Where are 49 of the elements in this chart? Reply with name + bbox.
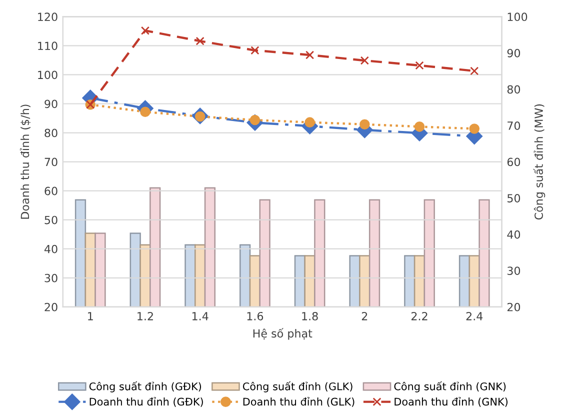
legend-label: Công suất đỉnh (GĐK) [89, 381, 202, 392]
point [414, 122, 425, 132]
y-tick-label: 110 [38, 42, 58, 50]
y2-tick-label: 30 [508, 266, 520, 276]
point [196, 36, 204, 46]
y-tick-label: 30 [44, 274, 58, 282]
y2-tick-label: 80 [507, 85, 520, 94]
y-tick-label: 50 [44, 216, 58, 224]
legend-label: Công suất đỉnh (GNK) [394, 381, 506, 392]
point [360, 56, 369, 65]
legend-label: Doanh thu đỉnh (GĐK) [90, 397, 203, 407]
y-tick-label: 70 [44, 158, 58, 166]
point [140, 106, 150, 118]
x-tick-label: 2.4 [466, 312, 483, 320]
legend-label: Doanh thu đỉnh (GLK) [243, 397, 354, 407]
x-tick-label: 2 [362, 312, 368, 320]
point [360, 119, 370, 130]
y2-tick-label: 20 [507, 302, 520, 312]
y2-tick-label: 40 [507, 230, 520, 239]
point [250, 46, 260, 55]
y2-tick-label: 50 [508, 194, 520, 202]
y2-tick-label: 90 [507, 48, 520, 58]
point [415, 61, 424, 70]
y-tick-label: 90 [44, 100, 58, 108]
point [469, 124, 480, 134]
x-tick-label: 1.6 [247, 312, 264, 320]
y2-tick-label: 60 [507, 158, 520, 166]
x-tick-label: 1.2 [138, 312, 153, 320]
y-axis-title: Doanh thu đỉnh ($/h) [20, 104, 31, 219]
x-tick-label: 1.4 [192, 312, 208, 320]
y-tick-label: 80 [44, 128, 58, 138]
legend-label: Doanh thu đỉnh (GNK) [394, 397, 508, 407]
x-tick-label: 1 [88, 312, 93, 320]
point [470, 66, 479, 76]
legend-label: Công suất đỉnh (GLK) [242, 381, 352, 392]
point [305, 50, 314, 60]
x-tick-label: 2.2 [411, 312, 428, 320]
y2-axis-title: Công suất đỉnh (MW) [533, 104, 546, 220]
x-tick-label: 1.8 [302, 312, 318, 320]
point [140, 26, 150, 35]
y-tick-label: 120 [38, 12, 58, 22]
y2-tick-label: 70 [508, 121, 520, 130]
y-tick-label: 60 [44, 186, 58, 196]
point [304, 117, 315, 128]
x-axis-title: Hệ số phạt [253, 328, 312, 340]
y-tick-label: 20 [44, 302, 58, 312]
y-tick-label: 100 [38, 70, 58, 80]
y-tick-label: 40 [44, 244, 58, 254]
y2-tick-label: 100 [508, 12, 528, 22]
